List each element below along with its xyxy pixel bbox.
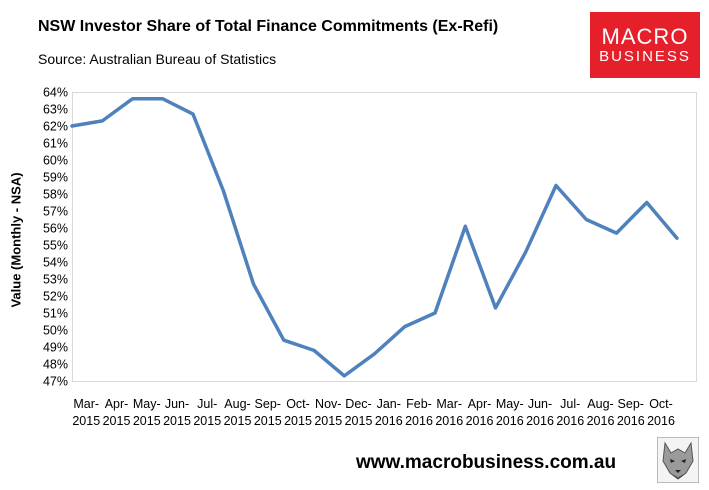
x-tick-label-month: Apr-	[105, 397, 129, 411]
x-tick-label-year: 2016	[466, 414, 494, 428]
y-tick-label: 55%	[43, 239, 68, 253]
logo-line1: MACRO	[601, 24, 689, 49]
x-tick-label-year: 2016	[496, 414, 524, 428]
x-tick-label-month: Jul-	[560, 397, 580, 411]
chart-subtitle: Source: Australian Bureau of Statistics	[38, 51, 277, 67]
x-tick-label-month: Nov-	[315, 397, 341, 411]
x-tick-label-month: Feb-	[406, 397, 432, 411]
y-tick-label: 50%	[43, 324, 68, 338]
y-tick-label: 59%	[43, 171, 68, 185]
x-tick-label-year: 2016	[405, 414, 433, 428]
macrobusiness-logo: MACRO BUSINESS	[590, 12, 700, 78]
y-tick-label: 52%	[43, 290, 68, 304]
x-tick-label-month: Dec-	[345, 397, 371, 411]
logo-line2: BUSINESS	[599, 48, 691, 65]
x-tick-label-month: Apr-	[468, 397, 492, 411]
x-tick-label-year: 2015	[284, 414, 312, 428]
x-tick-label-year: 2015	[345, 414, 373, 428]
x-tick-label-month: Mar-	[436, 397, 462, 411]
x-tick-label-year: 2015	[163, 414, 191, 428]
y-tick-label: 54%	[43, 256, 68, 270]
y-axis-title-text: Value (Monthly - NSA)	[8, 172, 24, 308]
x-tick-label-year: 2015	[133, 414, 161, 428]
y-tick-label: 62%	[43, 120, 68, 134]
y-tick-label: 60%	[43, 154, 68, 168]
chart-title: NSW Investor Share of Total Finance Comm…	[38, 18, 499, 35]
y-tick-label: 56%	[43, 222, 68, 236]
x-tick-label-month: Aug-	[587, 397, 613, 411]
y-tick-label: 48%	[43, 358, 68, 372]
x-tick-label-year: 2016	[526, 414, 554, 428]
y-tick-label: 58%	[43, 188, 68, 202]
y-tick-label: 47%	[43, 375, 68, 389]
y-tick-label: 57%	[43, 205, 68, 219]
series-line	[70, 97, 679, 378]
wolf-mascot-icon	[657, 437, 699, 483]
x-tick-label-year: 2015	[193, 414, 221, 428]
plot-area-frame	[72, 92, 697, 382]
x-tick-label-month: Aug-	[224, 397, 250, 411]
y-tick-label: 53%	[43, 273, 68, 287]
x-tick-label-year: 2015	[103, 414, 131, 428]
y-tick-label: 63%	[43, 103, 68, 117]
x-tick-label-year: 2015	[72, 414, 100, 428]
x-tick-label-year: 2016	[647, 414, 675, 428]
x-tick-label-year: 2016	[556, 414, 584, 428]
x-tick-label-year: 2015	[254, 414, 282, 428]
x-tick-label-month: May-	[496, 397, 524, 411]
x-tick-label-year: 2015	[224, 414, 252, 428]
x-tick-label-month: May-	[133, 397, 161, 411]
x-tick-label-year: 2015	[314, 414, 342, 428]
y-tick-label: 51%	[43, 307, 68, 321]
x-tick-label-year: 2016	[617, 414, 645, 428]
x-tick-label-month: Jun-	[528, 397, 552, 411]
x-tick-label-month: Oct-	[286, 397, 310, 411]
x-tick-label-month: Jan-	[377, 397, 401, 411]
x-tick-label-month: Mar-	[73, 397, 99, 411]
y-tick-label: 49%	[43, 341, 68, 355]
website-url: www.macrobusiness.com.au	[356, 452, 617, 473]
x-tick-label-month: Jun-	[165, 397, 189, 411]
x-tick-label-year: 2016	[435, 414, 463, 428]
y-tick-label: 61%	[43, 137, 68, 151]
x-tick-label-year: 2016	[587, 414, 615, 428]
y-tick-label: 64%	[43, 86, 68, 100]
x-tick-label-month: Sep-	[255, 397, 281, 411]
x-tick-label-month: Sep-	[618, 397, 644, 411]
x-tick-label-month: Oct-	[649, 397, 673, 411]
x-tick-label-year: 2016	[375, 414, 403, 428]
x-tick-label-month: Jul-	[197, 397, 217, 411]
